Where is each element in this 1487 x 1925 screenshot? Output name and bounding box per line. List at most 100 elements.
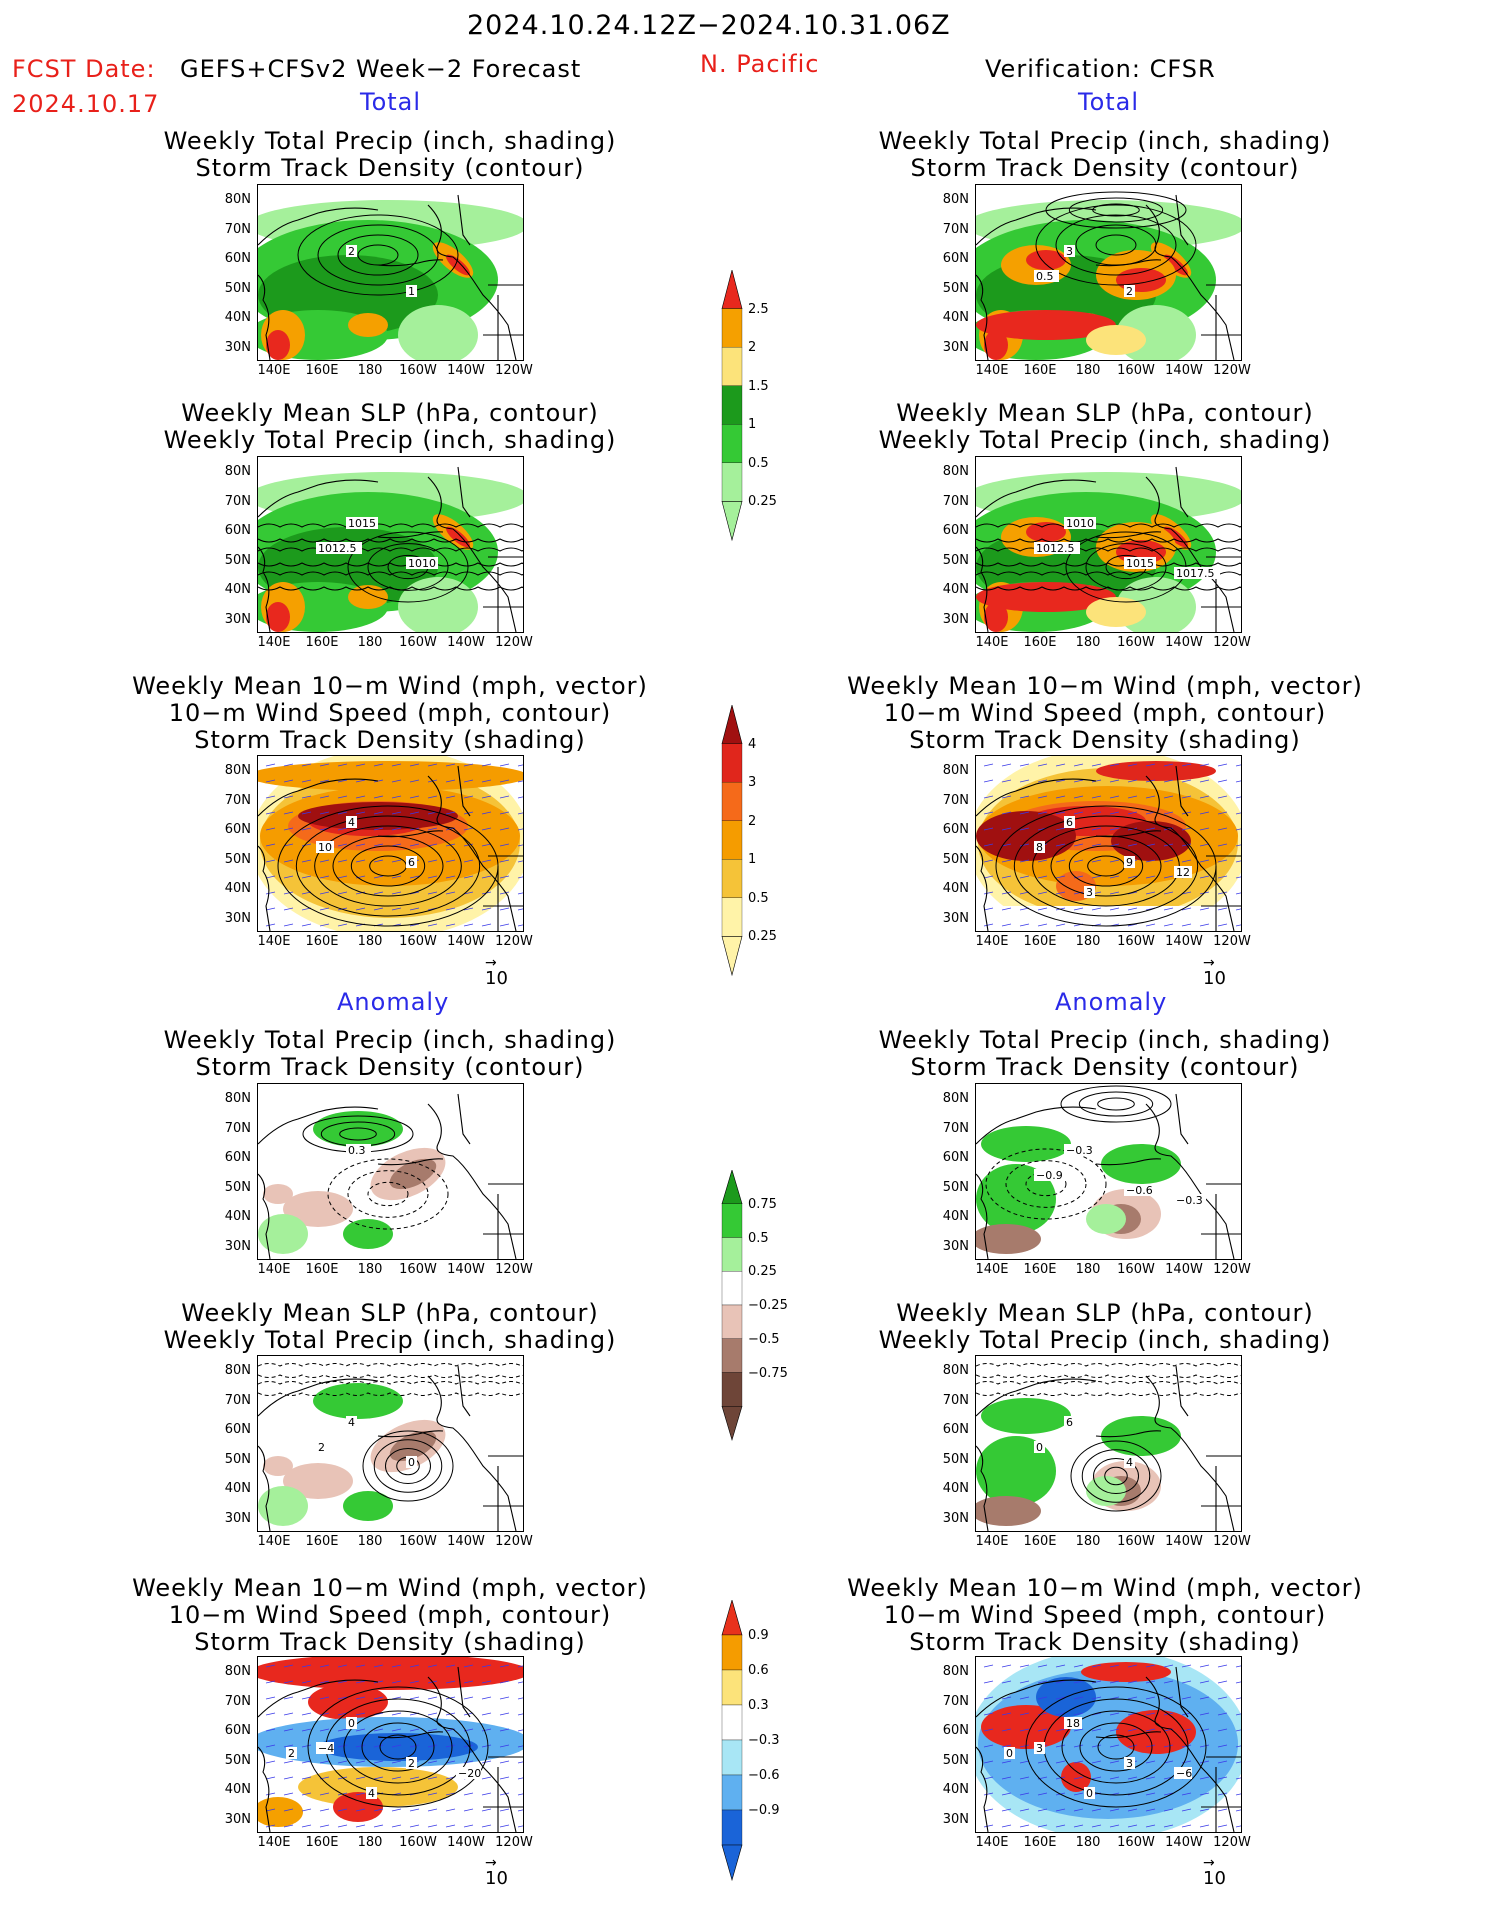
wind-vector bbox=[1163, 923, 1174, 927]
wind-vector bbox=[1145, 1824, 1156, 1828]
contour-label: 6 bbox=[406, 856, 417, 869]
wind-vector bbox=[1145, 859, 1156, 863]
wind-vector bbox=[373, 1776, 384, 1780]
lat-tick-label: 50N bbox=[942, 851, 969, 867]
vector-reference-label: 10 bbox=[485, 968, 508, 989]
lon-tick-label: 140W bbox=[1165, 934, 1203, 949]
wind-vector bbox=[409, 763, 420, 767]
shade-blob bbox=[258, 1657, 523, 1690]
wind-vector bbox=[1055, 795, 1066, 799]
wind-vector bbox=[499, 859, 510, 863]
svg-text:4: 4 bbox=[368, 1787, 375, 1800]
wind-vector bbox=[1127, 795, 1138, 799]
title-fc-total-slp: Weekly Mean SLP (hPa, contour) Weekly To… bbox=[163, 399, 617, 454]
wind-vector bbox=[391, 1744, 402, 1748]
shade-blob bbox=[984, 330, 1008, 360]
contour-label: −0.9 bbox=[1034, 1169, 1066, 1182]
wind-vector bbox=[1019, 1808, 1030, 1812]
wind-vector bbox=[1001, 1680, 1012, 1684]
contour-label: 0.3 bbox=[346, 1144, 371, 1157]
wind-vector bbox=[1109, 779, 1120, 783]
wind-vector bbox=[1109, 843, 1120, 847]
wind-vector bbox=[337, 875, 348, 879]
wind-vector bbox=[427, 843, 438, 847]
wind-vector bbox=[1235, 1665, 1241, 1668]
svg-text:4: 4 bbox=[1126, 1456, 1133, 1469]
contour-label: 1010 bbox=[1064, 517, 1096, 530]
colorbar-segment bbox=[721, 1844, 743, 1882]
wind-vector bbox=[1199, 1712, 1210, 1716]
lat-tick-label: 70N bbox=[224, 221, 251, 237]
wind-vector bbox=[391, 859, 402, 863]
colorbar-label: 3 bbox=[748, 775, 757, 791]
lon-tick-label: 160E bbox=[305, 934, 339, 949]
wind-vector bbox=[337, 891, 348, 895]
wind-vector bbox=[373, 763, 384, 767]
wind-vector bbox=[1145, 1744, 1156, 1748]
lat-tick-label: 30N bbox=[942, 611, 969, 627]
svg-text:0: 0 bbox=[1036, 1441, 1043, 1454]
wind-vector bbox=[427, 859, 438, 863]
wind-vector bbox=[409, 1664, 420, 1668]
lon-tick-label: 120W bbox=[495, 1262, 533, 1277]
wind-vector bbox=[1091, 907, 1102, 911]
shade-blob bbox=[981, 1126, 1071, 1162]
wind-vector bbox=[445, 891, 456, 895]
wind-vector bbox=[319, 1824, 330, 1828]
contour-line bbox=[385, 1448, 431, 1484]
wind-vector bbox=[499, 1792, 510, 1796]
colorbar-segment bbox=[721, 936, 743, 977]
wind-vector bbox=[301, 1776, 312, 1780]
wind-vector bbox=[983, 763, 994, 767]
wind-vector bbox=[517, 1713, 523, 1716]
coastline bbox=[258, 1445, 271, 1531]
wind-vector bbox=[1019, 1664, 1030, 1668]
lat-tick-label: 30N bbox=[942, 1811, 969, 1827]
wind-vector bbox=[1217, 1760, 1228, 1764]
contour-line bbox=[1013, 815, 1199, 917]
lon-tick-label: 160E bbox=[1023, 363, 1057, 378]
svg-text:1012.5: 1012.5 bbox=[1036, 542, 1075, 555]
wind-vector bbox=[499, 1776, 510, 1780]
wind-vector bbox=[373, 1680, 384, 1684]
wind-vector bbox=[391, 875, 402, 879]
wind-vector bbox=[445, 1680, 456, 1684]
colorbar-storm-anomaly bbox=[720, 1598, 744, 1904]
wind-vector bbox=[301, 795, 312, 799]
shade-blob bbox=[283, 1463, 353, 1499]
wind-vector bbox=[427, 763, 438, 767]
lon-tick-label: 120W bbox=[1213, 635, 1251, 650]
wind-vector bbox=[355, 907, 366, 911]
title-obs-anom-precip: Weekly Total Precip (inch, shading) Stor… bbox=[878, 1026, 1332, 1081]
svg-text:3: 3 bbox=[1066, 245, 1073, 258]
shade-blob bbox=[283, 1191, 353, 1227]
wind-vector bbox=[1127, 1680, 1138, 1684]
wind-vector bbox=[283, 1808, 294, 1812]
wind-vector bbox=[337, 763, 348, 767]
wind-vector bbox=[301, 1664, 312, 1668]
contour-line bbox=[347, 1170, 429, 1218]
shade-blob bbox=[976, 811, 1076, 861]
lon-tick-label: 160E bbox=[1023, 1835, 1057, 1850]
wind-vector bbox=[355, 1664, 366, 1668]
shade-blob bbox=[389, 1158, 437, 1190]
wind-vector bbox=[1109, 1824, 1120, 1828]
wind-vector bbox=[1001, 779, 1012, 783]
wind-vector bbox=[1127, 1776, 1138, 1780]
wind-vector bbox=[1181, 923, 1192, 927]
wind-vector bbox=[1181, 1824, 1192, 1828]
wind-vector bbox=[373, 1760, 384, 1764]
coastline bbox=[1175, 194, 1189, 246]
contour-line bbox=[1068, 845, 1144, 887]
wind-vector bbox=[337, 859, 348, 863]
contour-line bbox=[985, 1148, 1107, 1220]
wind-vector bbox=[445, 1808, 456, 1812]
coastline bbox=[258, 1173, 271, 1259]
svg-text:10: 10 bbox=[318, 841, 332, 854]
wind-vector bbox=[1145, 907, 1156, 911]
colorbar-label: −0.25 bbox=[748, 1298, 788, 1313]
svg-text:1012.5: 1012.5 bbox=[318, 542, 357, 555]
contour-label: 2 bbox=[316, 1441, 327, 1454]
wind-vector bbox=[1037, 859, 1048, 863]
coastline bbox=[976, 1746, 989, 1832]
